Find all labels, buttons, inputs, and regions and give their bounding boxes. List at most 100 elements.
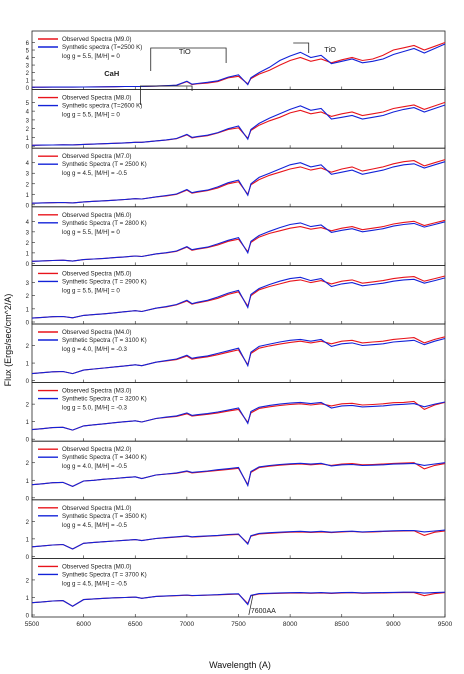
legend-observed-label: Observed Spectra (M2.0) bbox=[62, 446, 131, 453]
y-tick-label: 2 bbox=[26, 461, 30, 467]
panel-5: 0 1 2 3 Observed Spectra (M5.0)Synthetic Spe… bbox=[26, 264, 446, 327]
tio-bracket-1 bbox=[150, 47, 227, 71]
x-axis: 5500 6000 6500 7000 7500 8000 8500 9000 9500 bbox=[25, 621, 453, 628]
tio-label-1: TiO bbox=[179, 47, 191, 56]
x-tick-label: 6000 bbox=[76, 621, 91, 628]
y-tick-label: 0 bbox=[26, 321, 30, 327]
panel-9: 0 1 2 Observed Spectra (M1.0)Synthetic Spec… bbox=[26, 499, 446, 561]
y-tick-label: 0 bbox=[26, 203, 30, 209]
series-synthetic bbox=[31, 221, 446, 262]
tio-bracket-2 bbox=[293, 42, 310, 53]
legend-params-label: log g = 5.5, [M/H] = 0 bbox=[62, 112, 120, 119]
y-tick-label: 5 bbox=[26, 101, 30, 107]
y-tick-label: 2 bbox=[26, 241, 30, 247]
y-tick-label: 0 bbox=[26, 86, 30, 92]
x-tick-label: 7500 bbox=[231, 621, 246, 628]
annotations: CaH TiO TiO 7600AA bbox=[104, 42, 336, 616]
y-tick-label: 3 bbox=[26, 172, 30, 178]
y-tick-label: 2 bbox=[26, 71, 30, 77]
y-tick-label: 0 bbox=[26, 379, 30, 385]
legend-synthetic-label: Synthetic Spectra (T = 2900 K) bbox=[62, 278, 147, 285]
y-tick-label: 2 bbox=[26, 127, 30, 133]
cah-bracket bbox=[140, 85, 193, 105]
y-tick-label: 3 bbox=[26, 281, 30, 287]
series-synthetic bbox=[31, 591, 446, 607]
y-tick-label: 4 bbox=[26, 56, 30, 62]
legend-observed-label: Observed Spectra (M7.0) bbox=[62, 153, 131, 160]
y-tick-label: 2 bbox=[26, 578, 30, 584]
y-tick-label: 1 bbox=[26, 79, 30, 85]
y-tick-label: 2 bbox=[26, 182, 30, 188]
legend-params-label: log g = 4.5, [M/H] = -0.5 bbox=[62, 170, 128, 177]
legend-synthetic-label: Synthetic Spectra (T = 2800 K) bbox=[62, 220, 147, 227]
y-tick-label: 0 bbox=[26, 438, 30, 444]
series-synthetic bbox=[31, 161, 446, 204]
legend-params-label: log g = 5.0, [M/H] = -0.3 bbox=[62, 405, 128, 412]
series-synthetic bbox=[31, 462, 446, 488]
panel-2: 0 1 2 3 4 5 Observed Spectra (M8.0)Synthetic s… bbox=[26, 89, 446, 151]
legend-synthetic-label: Synthetic spectra (T=2500 K) bbox=[62, 44, 142, 51]
y-tick-label: 4 bbox=[26, 161, 30, 167]
legend-params-label: log g = 4.0, [M/H] = -0.5 bbox=[62, 463, 128, 470]
panel-10: 0 1 2 Observed Spectra (M0.0)Synthetic Spec… bbox=[26, 558, 446, 620]
y-tick-label: 2 bbox=[26, 344, 30, 350]
series-synthetic bbox=[31, 337, 446, 375]
y-tick-label: 1 bbox=[26, 307, 30, 313]
panel-6: 0 1 2 Observed Spectra (M4.0)Synthetic Spec… bbox=[26, 323, 446, 385]
legend-synthetic-label: Synthetic Spectra (T = 3700 K) bbox=[62, 571, 147, 578]
y-tick-label: 3 bbox=[26, 230, 30, 236]
y-tick-label: 4 bbox=[26, 220, 30, 226]
x-tick-label: 9500 bbox=[438, 621, 453, 628]
legend-params-label: log g = 5.5, [M/H] = 0 bbox=[62, 287, 120, 294]
x-tick-label: 8500 bbox=[335, 621, 350, 628]
legend-synthetic-label: Synthetic Spectra (T = 2500 K) bbox=[62, 161, 147, 168]
y-tick-label: 0 bbox=[26, 496, 30, 502]
y-tick-label: 3 bbox=[26, 64, 30, 70]
series-synthetic bbox=[32, 43, 446, 88]
y-tick-label: 2 bbox=[26, 520, 30, 526]
x-tick-label: 8000 bbox=[283, 621, 298, 628]
series-synthetic bbox=[31, 276, 446, 319]
x-tick-label: 7000 bbox=[180, 621, 195, 628]
legend-synthetic-label: Synthetic Spectra (T = 3100 K) bbox=[62, 337, 147, 344]
line-7600-label: 7600AA bbox=[251, 608, 276, 615]
y-tick-label: 4 bbox=[26, 110, 30, 116]
legend-observed-label: Observed Spectra (M4.0) bbox=[62, 329, 131, 336]
legend-synthetic-label: Synthetic Spectra (T = 3400 K) bbox=[62, 454, 147, 461]
series-synthetic bbox=[31, 529, 446, 550]
legend-params-label: log g = 4.0, [M/H] = -0.3 bbox=[62, 346, 128, 353]
legend-observed-label: Observed Spectra (M3.0) bbox=[62, 388, 131, 395]
x-axis-label: Wavelength (A) bbox=[209, 660, 271, 670]
y-tick-label: 1 bbox=[26, 479, 30, 485]
legend-params-label: log g = 4.5, [M/H] = -0.5 bbox=[62, 522, 128, 529]
panel-3: 0 1 2 3 4 Observed Spectra (M7.0)Synthetic Sp… bbox=[26, 147, 446, 209]
x-tick-label: 6500 bbox=[128, 621, 143, 628]
legend-observed-label: Observed Spectra (M9.0) bbox=[62, 36, 131, 43]
panel-1: 01 23 45 6 Observed Spectra (M9.0)Synthetic … bbox=[26, 30, 446, 92]
series-synthetic bbox=[31, 104, 446, 146]
panel-8: 0 1 2 Observed Spectra (M2.0)Synthetic Spec… bbox=[26, 440, 446, 502]
y-tick-label: 6 bbox=[26, 41, 30, 47]
legend-observed-label: Observed Spectra (M1.0) bbox=[62, 505, 131, 512]
y-tick-label: 1 bbox=[26, 362, 30, 368]
panel-7: 0 1 2 Observed Spectra (M3.0)Synthetic Spec… bbox=[26, 382, 446, 444]
legend-synthetic-label: Synthetic Spectra (T = 3500 K) bbox=[62, 513, 147, 520]
y-tick-label: 5 bbox=[26, 49, 30, 55]
panel-4: 0 1 2 3 4 Observed Spectra (M6.0)Synthetic Sp… bbox=[26, 206, 446, 268]
x-tick-label: 5500 bbox=[25, 621, 40, 628]
y-tick-label: 0 bbox=[26, 262, 30, 268]
y-axis-label: Flux (Ergs/sec/cm^2/A) bbox=[3, 294, 13, 387]
y-tick-label: 2 bbox=[26, 403, 30, 409]
cah-label: CaH bbox=[104, 69, 119, 78]
legend-synthetic-label: Synthetic Spectra (T = 3200 K) bbox=[62, 396, 147, 403]
legend-observed-label: Observed Spectra (M0.0) bbox=[62, 563, 131, 570]
legend-synthetic-label: Synthetic spectra (T=2600 K) bbox=[62, 103, 142, 110]
tio-label-2: TiO bbox=[324, 45, 336, 54]
legend-observed-label: Observed Spectra (M6.0) bbox=[62, 212, 131, 219]
line-7600-marker bbox=[248, 594, 254, 616]
x-tick-label: 9000 bbox=[386, 621, 401, 628]
y-tick-label: 2 bbox=[26, 294, 30, 300]
legend-params-label: log g = 5.5, [M/H] = 0 bbox=[62, 229, 120, 236]
